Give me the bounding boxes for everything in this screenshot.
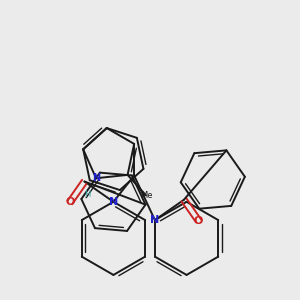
Text: O: O <box>65 197 74 208</box>
Text: N: N <box>150 215 160 225</box>
Text: O: O <box>194 216 203 226</box>
Text: H: H <box>84 190 90 199</box>
Text: N: N <box>109 197 118 207</box>
Text: Me: Me <box>140 191 152 200</box>
Text: N: N <box>92 173 100 183</box>
